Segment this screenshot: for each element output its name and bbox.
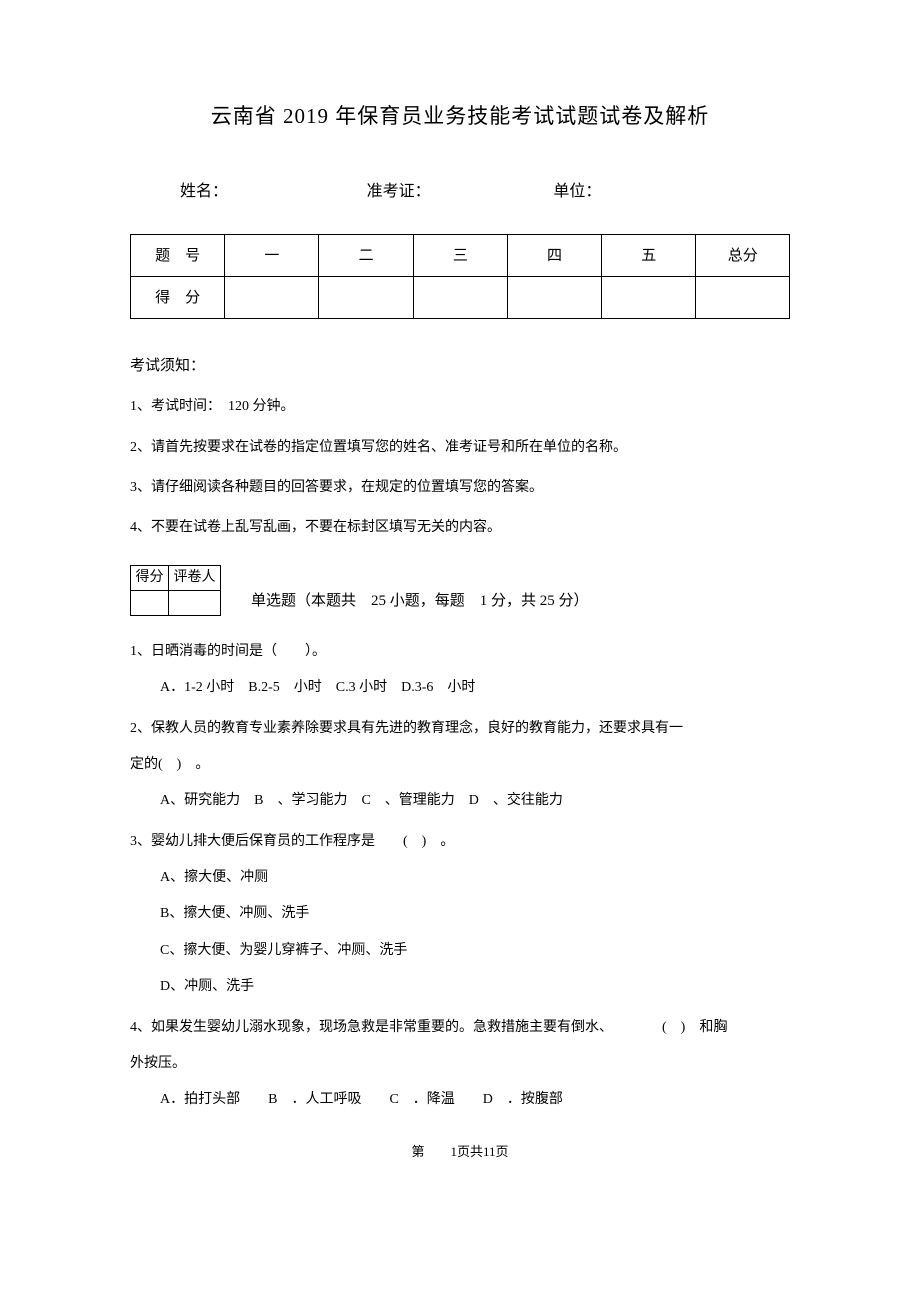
score-cell — [413, 277, 507, 319]
instruction-item: 2、请首先按要求在试卷的指定位置填写您的姓名、准考证号和所在单位的名称。 — [130, 437, 790, 459]
instruction-item: 3、请仔细阅读各种题目的回答要求，在规定的位置填写您的答案。 — [130, 477, 790, 499]
header-cell: 五 — [602, 235, 696, 277]
page-footer: 第 1页共11页 — [130, 1142, 790, 1163]
small-header: 评卷人 — [169, 565, 221, 590]
header-cell: 二 — [319, 235, 413, 277]
question-options: A、擦大便、冲厕 B、擦大便、冲厕、洗手 C、擦大便、为婴儿穿裤子、冲厕、洗手 … — [130, 867, 790, 999]
table-row: 题 号 一 二 三 四 五 总分 — [131, 235, 790, 277]
option-d: D、冲厕、洗手 — [160, 976, 790, 998]
score-cell — [225, 277, 319, 319]
name-label: 姓名： — [180, 179, 367, 205]
question-4: 4、如果发生婴幼儿溺水现象，现场急救是非常重要的。急救措施主要有倒水、 ( ) … — [130, 1017, 790, 1112]
candidate-info: 姓名： 准考证： 单位： — [130, 179, 790, 205]
question-2: 2、保教人员的教育专业素养除要求具有先进的教育理念，良好的教育能力，还要求具有一… — [130, 718, 790, 813]
header-cell: 总分 — [696, 235, 790, 277]
option-a: A、擦大便、冲厕 — [160, 867, 790, 889]
table-row: 得 分 — [131, 277, 790, 319]
score-label-cell: 得 分 — [131, 277, 225, 319]
question-options: A、研究能力 B 、学习能力 C 、管理能力 D 、交往能力 — [130, 790, 790, 812]
question-text: 2、保教人员的教育专业素养除要求具有先进的教育理念，良好的教育能力，还要求具有一 — [130, 718, 790, 740]
header-cell: 四 — [507, 235, 601, 277]
header-cell: 一 — [225, 235, 319, 277]
section-header: 得分 评卷人 单选题（本题共 25 小题，每题 1 分，共 25 分） — [130, 565, 790, 616]
score-cell — [696, 277, 790, 319]
small-cell — [169, 590, 221, 615]
section-title: 单选题（本题共 25 小题，每题 1 分，共 25 分） — [251, 589, 589, 616]
question-options: A．拍打头部 B ．人工呼吸 C ．降温 D ．按腹部 — [130, 1089, 790, 1111]
question-1: 1、日晒消毒的时间是（ ）。 A．1-2 小时 B.2-5 小时 C.3 小时 … — [130, 641, 790, 700]
instructions-heading: 考试须知： — [130, 354, 790, 378]
option-c: C、擦大便、为婴儿穿裤子、冲厕、洗手 — [160, 940, 790, 962]
question-options: A．1-2 小时 B.2-5 小时 C.3 小时 D.3-6 小时 — [130, 677, 790, 699]
unit-label: 单位： — [553, 179, 740, 205]
grader-table: 得分 评卷人 — [130, 565, 221, 616]
table-row: 得分 评卷人 — [131, 565, 221, 590]
small-header: 得分 — [131, 565, 169, 590]
score-cell — [319, 277, 413, 319]
question-text: 1、日晒消毒的时间是（ ）。 — [130, 641, 790, 663]
small-cell — [131, 590, 169, 615]
instruction-item: 1、考试时间： 120 分钟。 — [130, 396, 790, 418]
table-row — [131, 590, 221, 615]
header-cell: 题 号 — [131, 235, 225, 277]
question-text: 4、如果发生婴幼儿溺水现象，现场急救是非常重要的。急救措施主要有倒水、 ( ) … — [130, 1017, 790, 1039]
question-3: 3、婴幼儿排大便后保育员的工作程序是 ( ) 。 A、擦大便、冲厕 B、擦大便、… — [130, 831, 790, 999]
instruction-item: 4、不要在试卷上乱写乱画，不要在标封区填写无关的内容。 — [130, 517, 790, 539]
ticket-label: 准考证： — [367, 179, 554, 205]
header-cell: 三 — [413, 235, 507, 277]
question-continuation: 外按压。 — [130, 1053, 790, 1075]
score-table: 题 号 一 二 三 四 五 总分 得 分 — [130, 234, 790, 319]
question-continuation: 定的( ) 。 — [130, 754, 790, 776]
question-text: 3、婴幼儿排大便后保育员的工作程序是 ( ) 。 — [130, 831, 790, 853]
score-cell — [602, 277, 696, 319]
option-b: B、擦大便、冲厕、洗手 — [160, 903, 790, 925]
page-title: 云南省 2019 年保育员业务技能考试试题试卷及解析 — [130, 100, 790, 134]
score-cell — [507, 277, 601, 319]
